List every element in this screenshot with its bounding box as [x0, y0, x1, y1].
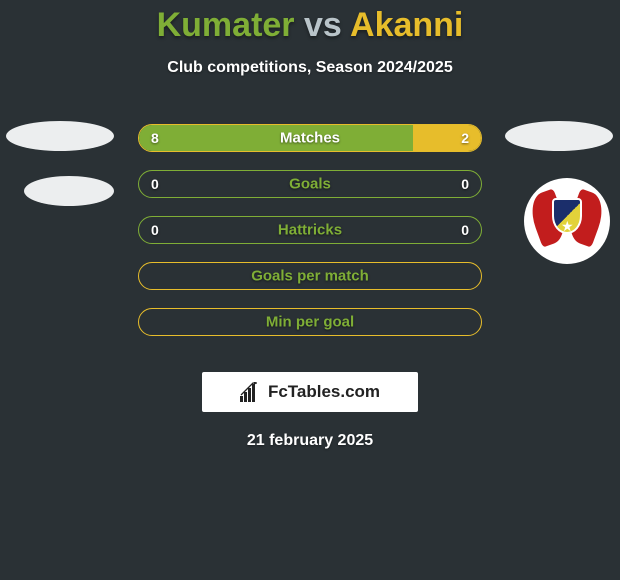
badge-star-icon: ★ [561, 218, 574, 235]
subtitle: Club competitions, Season 2024/2025 [0, 59, 620, 77]
stat-row: Goals per match [138, 262, 482, 290]
brand-logo: FcTables.com [202, 372, 418, 412]
stat-row: 00Goals [138, 170, 482, 198]
stat-row: 00Hattricks [138, 216, 482, 244]
club-badge-left-placeholder [24, 176, 114, 206]
player-right-name: Akanni [350, 6, 463, 44]
stats-bars: 82Matches 00Goals 00Hattricks Goals per mat… [138, 124, 482, 354]
brand-text: FcTables.com [268, 382, 380, 402]
stat-row: 82Matches [138, 124, 482, 152]
bar-chart-icon [240, 382, 262, 402]
stat-label: Goals [139, 176, 481, 193]
stat-label: Hattricks [139, 222, 481, 239]
page-title: Kumater vs Akanni [0, 0, 620, 45]
stat-label: Matches [139, 130, 481, 147]
player-left-name: Kumater [157, 6, 295, 44]
avatar-right-placeholder [505, 121, 613, 151]
avatar-left-placeholder [6, 121, 114, 151]
club-badge-right: ★ [524, 178, 610, 264]
footer-date: 21 february 2025 [0, 432, 620, 450]
stat-row: Min per goal [138, 308, 482, 336]
vs-text: vs [304, 6, 342, 44]
stat-label: Min per goal [139, 314, 481, 331]
stat-label: Goals per match [139, 268, 481, 285]
